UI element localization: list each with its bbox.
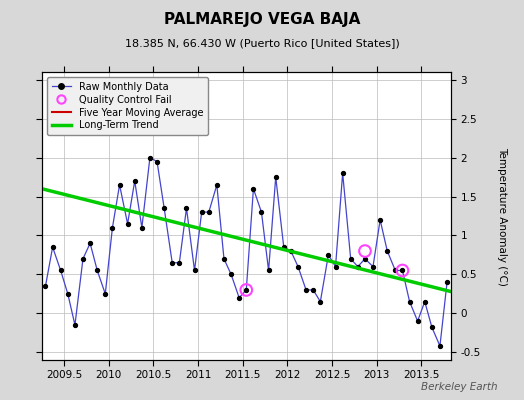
Point <box>198 209 206 215</box>
Point <box>86 240 94 246</box>
Text: 18.385 N, 66.430 W (Puerto Rico [United States]): 18.385 N, 66.430 W (Puerto Rico [United … <box>125 38 399 48</box>
Point <box>160 205 168 212</box>
Point <box>383 248 391 254</box>
Point <box>41 283 50 289</box>
Point <box>249 186 258 192</box>
Point <box>108 224 117 231</box>
Point <box>227 271 235 278</box>
Text: Berkeley Earth: Berkeley Earth <box>421 382 498 392</box>
Point <box>153 158 161 165</box>
Point <box>235 294 243 301</box>
Point <box>294 263 302 270</box>
Point <box>398 267 407 274</box>
Point <box>93 267 102 274</box>
Point <box>331 263 340 270</box>
Point <box>339 170 347 176</box>
Point <box>79 256 87 262</box>
Point <box>406 298 414 305</box>
Point <box>242 287 250 293</box>
Point <box>123 220 132 227</box>
Point <box>361 248 369 254</box>
Point <box>324 252 333 258</box>
Point <box>48 244 57 250</box>
Point <box>391 267 399 274</box>
Point <box>220 256 228 262</box>
Point <box>309 287 318 293</box>
Y-axis label: Temperature Anomaly (°C): Temperature Anomaly (°C) <box>497 146 507 286</box>
Point <box>57 267 65 274</box>
Text: PALMAREJO VEGA BAJA: PALMAREJO VEGA BAJA <box>164 12 360 27</box>
Point <box>138 224 146 231</box>
Point <box>271 174 280 180</box>
Point <box>361 256 369 262</box>
Point <box>130 178 139 184</box>
Point <box>376 217 384 223</box>
Legend: Raw Monthly Data, Quality Control Fail, Five Year Moving Average, Long-Term Tren: Raw Monthly Data, Quality Control Fail, … <box>47 77 208 135</box>
Point <box>436 343 444 349</box>
Point <box>369 263 377 270</box>
Point <box>302 287 310 293</box>
Point <box>443 279 451 285</box>
Point <box>346 256 355 262</box>
Point <box>190 267 199 274</box>
Point <box>168 260 177 266</box>
Point <box>115 182 124 188</box>
Point <box>413 318 422 324</box>
Point <box>316 298 324 305</box>
Point <box>421 298 429 305</box>
Point <box>287 248 295 254</box>
Point <box>146 154 154 161</box>
Point <box>265 267 273 274</box>
Point <box>398 267 407 274</box>
Point <box>71 322 79 328</box>
Point <box>63 291 72 297</box>
Point <box>257 209 266 215</box>
Point <box>204 209 213 215</box>
Point <box>242 287 250 293</box>
Point <box>182 205 191 212</box>
Point <box>101 291 110 297</box>
Point <box>213 182 221 188</box>
Point <box>280 244 288 250</box>
Point <box>428 324 436 330</box>
Point <box>354 263 362 270</box>
Point <box>175 260 183 266</box>
